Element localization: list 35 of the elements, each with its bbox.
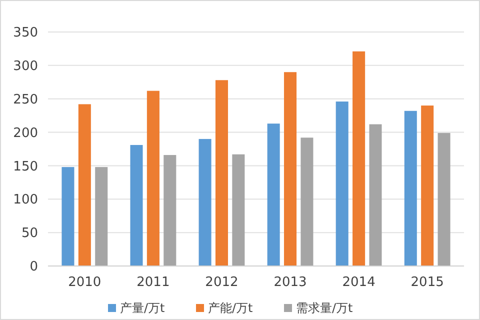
x-tick-label: 2010 <box>68 275 102 290</box>
bar <box>352 51 366 266</box>
y-tick-label: 350 <box>13 26 38 41</box>
bar <box>421 106 434 266</box>
y-tick-label: 250 <box>13 92 38 108</box>
bar <box>336 102 348 266</box>
bar <box>404 110 417 266</box>
bar <box>78 104 91 266</box>
bar <box>267 124 280 266</box>
y-tick-label: 50 <box>21 226 38 242</box>
x-tick-label: 2013 <box>274 275 307 290</box>
bar <box>95 167 108 266</box>
bar <box>300 138 314 266</box>
x-tick-label: 2012 <box>205 275 238 290</box>
legend-label: 需求量/万t <box>296 301 354 316</box>
bar <box>62 167 74 266</box>
bar <box>130 144 143 266</box>
y-tick-label: 300 <box>13 58 38 74</box>
x-tick-label: 2011 <box>136 275 170 290</box>
legend-label: 产量/万t <box>120 301 166 316</box>
bar <box>164 155 176 266</box>
y-tick-label: 150 <box>13 159 38 174</box>
x-tick-label: 2014 <box>342 275 376 290</box>
bar <box>232 154 245 266</box>
y-tick-label: 200 <box>13 126 38 141</box>
bar <box>146 90 160 266</box>
bar <box>284 72 297 266</box>
bar <box>369 124 382 266</box>
bar <box>438 132 450 266</box>
bar <box>198 138 212 266</box>
y-tick-label: 0 <box>30 260 38 275</box>
y-tick-label: 100 <box>13 192 38 208</box>
bar <box>215 80 228 266</box>
x-tick-label: 2015 <box>410 275 444 290</box>
legend-label: 产能/万t <box>208 301 254 316</box>
